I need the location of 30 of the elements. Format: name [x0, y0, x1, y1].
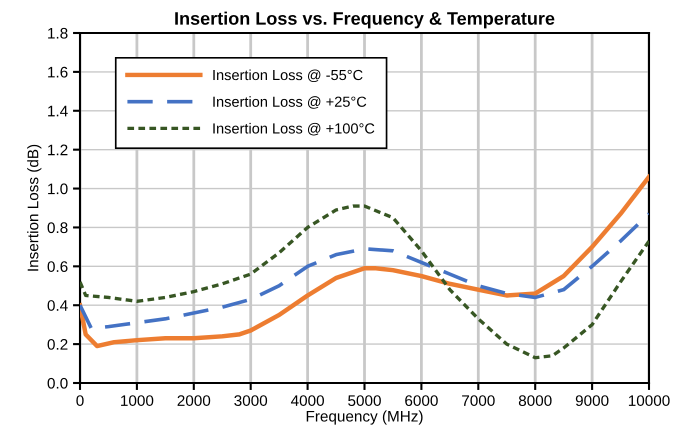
x-tick-label: 9000 — [576, 395, 608, 406]
legend-label: Insertion Loss @ +25°C — [213, 96, 366, 109]
x-tick-label: 0 — [76, 395, 84, 406]
chart-title: Insertion Loss vs. Frequency & Temperature — [175, 12, 554, 28]
x-tick-label: 6000 — [405, 395, 438, 406]
x-tick-label: 4000 — [290, 395, 324, 406]
legend-label: Insertion Loss @ +100°C — [213, 122, 374, 136]
legend-label: Insertion Loss @ -55°C — [213, 69, 363, 82]
y-tick-label: 0.8 — [48, 222, 68, 234]
y-tick-label: 1.4 — [48, 106, 68, 116]
line-series — [80, 204, 649, 360]
y-tick-label: 0.6 — [48, 261, 68, 272]
y-tick-label: 0.4 — [48, 300, 68, 311]
y-tick-label: 1.2 — [48, 144, 68, 156]
y-tick-label: 0.0 — [48, 378, 68, 389]
y-tick-label: 0.2 — [48, 338, 68, 350]
x-tick-label: 3000 — [234, 395, 268, 406]
x-tick-label: 7000 — [462, 395, 495, 406]
x-axis-title: Frequency (MHz) — [306, 410, 423, 425]
line-series — [80, 174, 649, 348]
y-tick-label: 1.0 — [48, 183, 68, 194]
y-axis-title: Insertion Loss (dB) — [27, 144, 42, 271]
x-tick-label: 5000 — [348, 395, 381, 406]
x-tick-label: 8000 — [518, 395, 552, 406]
x-tick-label: 2000 — [178, 395, 210, 406]
x-tick-label: 10000 — [628, 395, 670, 406]
y-tick-label: 1.8 — [48, 28, 68, 39]
y-tick-label: 1.6 — [48, 66, 68, 78]
x-tick-label: 1000 — [121, 395, 154, 406]
line-series — [80, 212, 649, 330]
